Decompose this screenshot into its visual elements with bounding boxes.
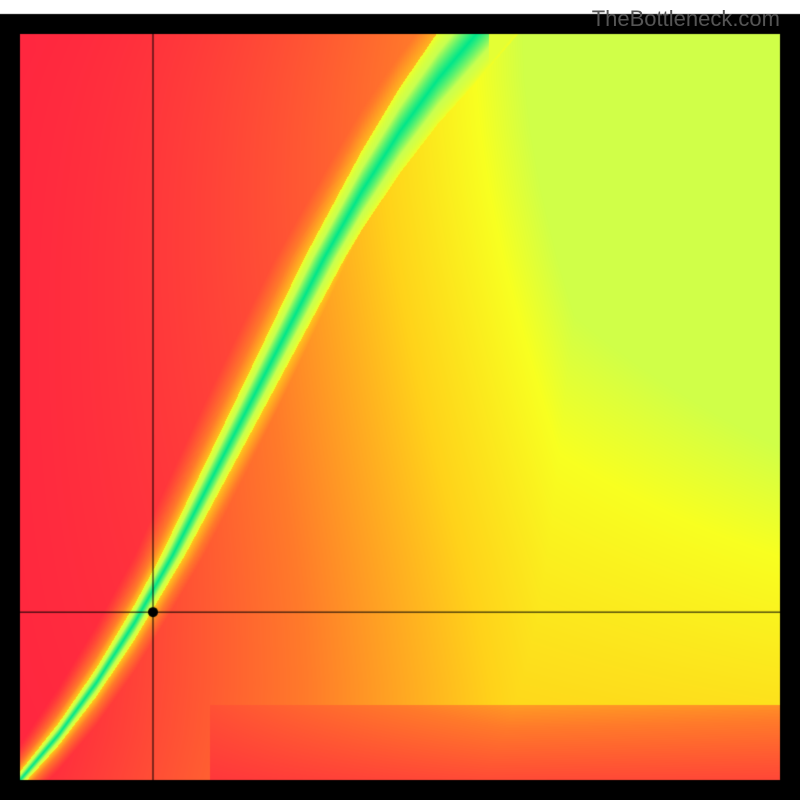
bottleneck-heatmap: [0, 0, 800, 800]
watermark-label: TheBottleneck.com: [592, 6, 780, 32]
chart-container: TheBottleneck.com: [0, 0, 800, 800]
